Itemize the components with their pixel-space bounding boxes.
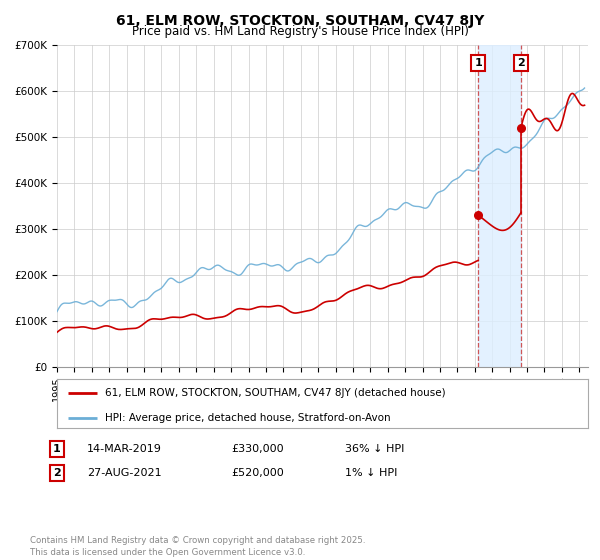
Text: 2: 2 — [53, 468, 61, 478]
Text: 61, ELM ROW, STOCKTON, SOUTHAM, CV47 8JY (detached house): 61, ELM ROW, STOCKTON, SOUTHAM, CV47 8JY… — [105, 388, 445, 398]
Text: 1: 1 — [53, 444, 61, 454]
Text: £520,000: £520,000 — [231, 468, 284, 478]
Text: 14-MAR-2019: 14-MAR-2019 — [87, 444, 162, 454]
Text: 61, ELM ROW, STOCKTON, SOUTHAM, CV47 8JY: 61, ELM ROW, STOCKTON, SOUTHAM, CV47 8JY — [116, 14, 484, 28]
Text: 1% ↓ HPI: 1% ↓ HPI — [345, 468, 397, 478]
Bar — [478, 45, 521, 367]
Text: Contains HM Land Registry data © Crown copyright and database right 2025.
This d: Contains HM Land Registry data © Crown c… — [30, 536, 365, 557]
Text: 1: 1 — [474, 58, 482, 68]
Text: 2: 2 — [517, 58, 525, 68]
Text: 36% ↓ HPI: 36% ↓ HPI — [345, 444, 404, 454]
Text: 27-AUG-2021: 27-AUG-2021 — [87, 468, 161, 478]
Text: Price paid vs. HM Land Registry's House Price Index (HPI): Price paid vs. HM Land Registry's House … — [131, 25, 469, 38]
Text: £330,000: £330,000 — [231, 444, 284, 454]
Text: HPI: Average price, detached house, Stratford-on-Avon: HPI: Average price, detached house, Stra… — [105, 413, 391, 423]
